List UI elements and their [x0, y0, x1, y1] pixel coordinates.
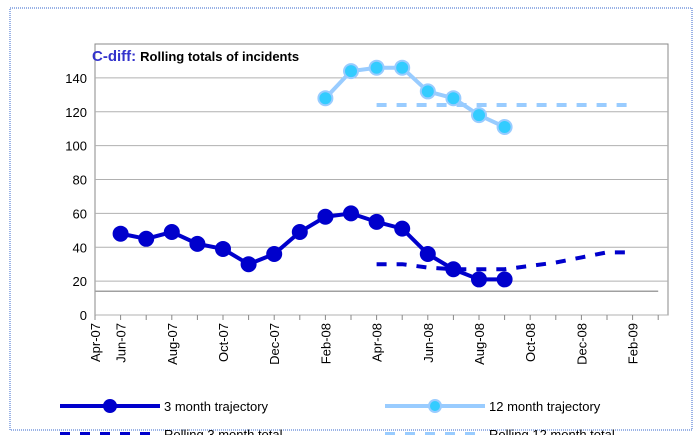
marker — [215, 240, 231, 257]
marker — [368, 213, 385, 230]
marker — [445, 90, 462, 107]
marker — [343, 63, 359, 80]
y-tick-label: 100 — [65, 139, 87, 154]
y-tick-label: 40 — [73, 240, 87, 255]
legend-label: Rolling 3 month total — [164, 427, 283, 435]
x-tick-label: Apr-07 — [88, 323, 103, 362]
x-tick-label: Oct-08 — [523, 323, 538, 362]
legend-label: 3 month trajectory — [164, 399, 269, 414]
x-tick-label: Feb-08 — [318, 323, 333, 364]
marker — [419, 83, 436, 100]
y-tick-label: 0 — [80, 308, 87, 323]
x-tick-label: Oct-07 — [216, 323, 231, 362]
legend-label: 12 month trajectory — [489, 399, 601, 414]
x-tick-label: Aug-08 — [472, 323, 487, 365]
marker — [343, 205, 359, 222]
y-tick-label: 60 — [73, 206, 87, 221]
subtitle: Rolling totals of incidents — [140, 49, 299, 64]
chart-frame — [9, 7, 693, 431]
x-tick-label: Apr-08 — [370, 323, 385, 362]
y-tick-label: 120 — [65, 105, 87, 120]
x-tick-label: Aug-07 — [165, 323, 180, 365]
title: C-diff: — [92, 48, 136, 65]
legend-marker — [428, 399, 442, 413]
series-line — [376, 250, 633, 272]
marker — [496, 271, 513, 288]
x-tick-label: Dec-07 — [267, 323, 282, 365]
marker — [496, 118, 513, 135]
legend-label: Rolling 12 month total — [489, 427, 615, 435]
marker — [189, 235, 206, 252]
marker — [138, 230, 155, 247]
marker — [240, 256, 257, 273]
x-tick-label: Jun-08 — [421, 323, 436, 363]
y-tick-label: 140 — [65, 71, 87, 86]
y-tick-label: 20 — [73, 274, 87, 289]
x-tick-label: Dec-08 — [574, 323, 589, 365]
grid — [95, 77, 668, 316]
chart-title: C-diff: Rolling totals of incidents — [92, 48, 299, 65]
marker — [291, 224, 308, 241]
marker — [471, 107, 487, 124]
marker — [394, 220, 411, 237]
marker — [368, 59, 385, 76]
legend-marker — [103, 399, 117, 413]
marker — [112, 225, 129, 242]
x-tick-label: Feb-09 — [626, 323, 641, 364]
x-tick-label: Jun-07 — [114, 323, 129, 363]
marker — [394, 59, 411, 76]
marker — [317, 90, 334, 107]
y-tick-label: 80 — [73, 173, 87, 188]
marker — [471, 271, 487, 288]
marker — [317, 208, 334, 225]
marker — [419, 246, 436, 263]
series-line — [120, 211, 505, 282]
marker — [163, 224, 180, 241]
marker — [266, 246, 283, 263]
